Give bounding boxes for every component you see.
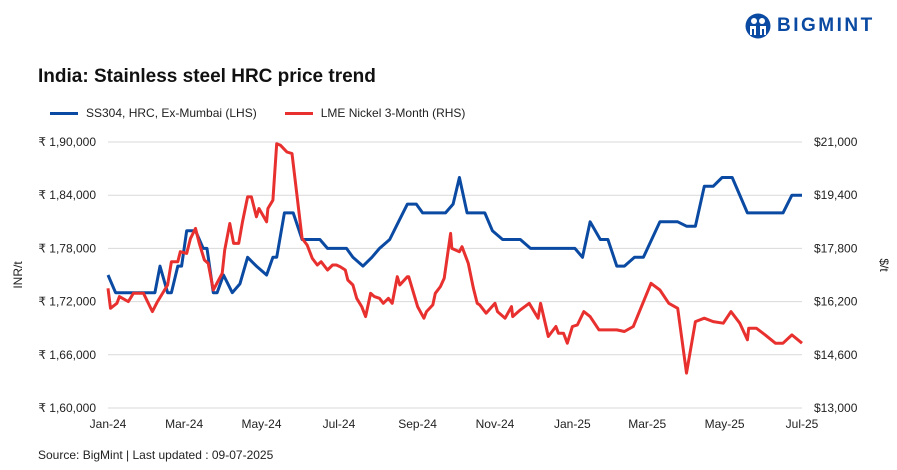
y2-tick-label: $17,800 [814, 241, 858, 255]
y-tick-label: ₹ 1,90,000 [38, 135, 96, 149]
series-line-ss304 [106, 176, 802, 295]
legend-label-nickel: LME Nickel 3-Month (RHS) [320, 106, 466, 120]
legend-swatch-nickel [284, 111, 313, 115]
y-tick-label: ₹ 1,84,000 [38, 188, 96, 202]
legend-swatch-ss304 [50, 111, 78, 115]
y-axis-label: INR/t [11, 261, 25, 289]
bigmint-logo-icon [745, 13, 771, 39]
y2-tick-label: $14,600 [814, 348, 858, 362]
x-tick-label: Mar-25 [628, 417, 666, 431]
y-tick-label: ₹ 1,78,000 [38, 241, 96, 255]
legend: SS304, HRC, Ex-Mumbai (LHS) LME Nickel 3… [50, 106, 465, 120]
legend-label-ss304: SS304, HRC, Ex-Mumbai (LHS) [86, 106, 257, 120]
legend-item-ss304: SS304, HRC, Ex-Mumbai (LHS) [50, 106, 257, 120]
y2-axis-label: $/t [877, 258, 891, 272]
y2-tick-label: $19,400 [814, 188, 858, 202]
y-tick-label: ₹ 1,66,000 [38, 348, 96, 362]
x-tick-label: Jul-24 [323, 417, 356, 431]
x-tick-label: Nov-24 [476, 417, 515, 431]
brand-name: BIGMINT [777, 15, 875, 36]
x-tick-label: Jan-24 [90, 417, 127, 431]
x-tick-label: May-24 [242, 417, 282, 431]
x-tick-label: Jan-25 [554, 417, 591, 431]
y-tick-label: ₹ 1,72,000 [38, 295, 96, 309]
legend-item-nickel: LME Nickel 3-Month (RHS) [284, 106, 466, 120]
x-tick-label: May-25 [705, 417, 745, 431]
y2-tick-label: $16,200 [814, 295, 858, 309]
y-tick-label: ₹ 1,60,000 [38, 401, 96, 415]
chart-title: India: Stainless steel HRC price trend [38, 66, 376, 87]
source-note: Source: BigMint | Last updated : 09-07-2… [38, 448, 274, 462]
x-tick-label: Sep-24 [398, 417, 437, 431]
x-tick-label: Jul-25 [786, 417, 819, 431]
y2-tick-label: $21,000 [814, 135, 858, 149]
y2-tick-label: $13,000 [814, 401, 858, 415]
bigmint-logo: BIGMINT [745, 13, 875, 39]
series-line-nickel [106, 142, 803, 375]
x-tick-label: Mar-24 [165, 417, 203, 431]
